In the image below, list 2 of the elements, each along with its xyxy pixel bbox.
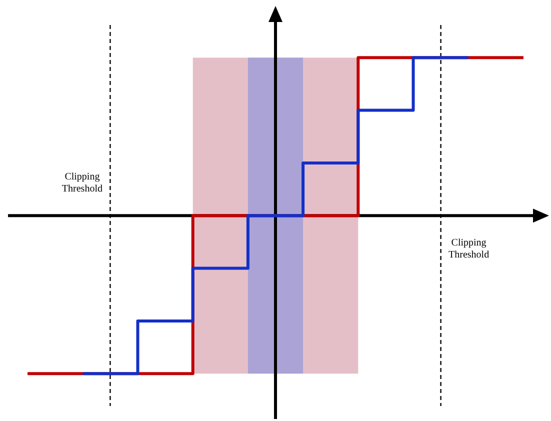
annotation: Clipping Threshold xyxy=(448,238,490,261)
annotation: Clipping Threshold xyxy=(62,172,102,195)
